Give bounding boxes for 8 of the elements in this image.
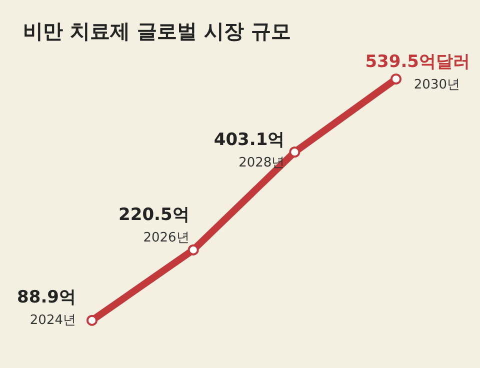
data-label: 539.5억달러: [365, 52, 470, 72]
x-tick-label: 2030년: [414, 78, 460, 92]
x-tick-label: 2024년: [30, 312, 76, 328]
chart-title: 비만 치료제 글로벌 시장 규모: [23, 19, 291, 43]
x-tick-label: 2026년: [143, 230, 190, 246]
data-label: 88.9억: [17, 287, 76, 308]
data-label: 220.5억: [118, 204, 190, 225]
data-label: 403.1억: [214, 130, 285, 150]
